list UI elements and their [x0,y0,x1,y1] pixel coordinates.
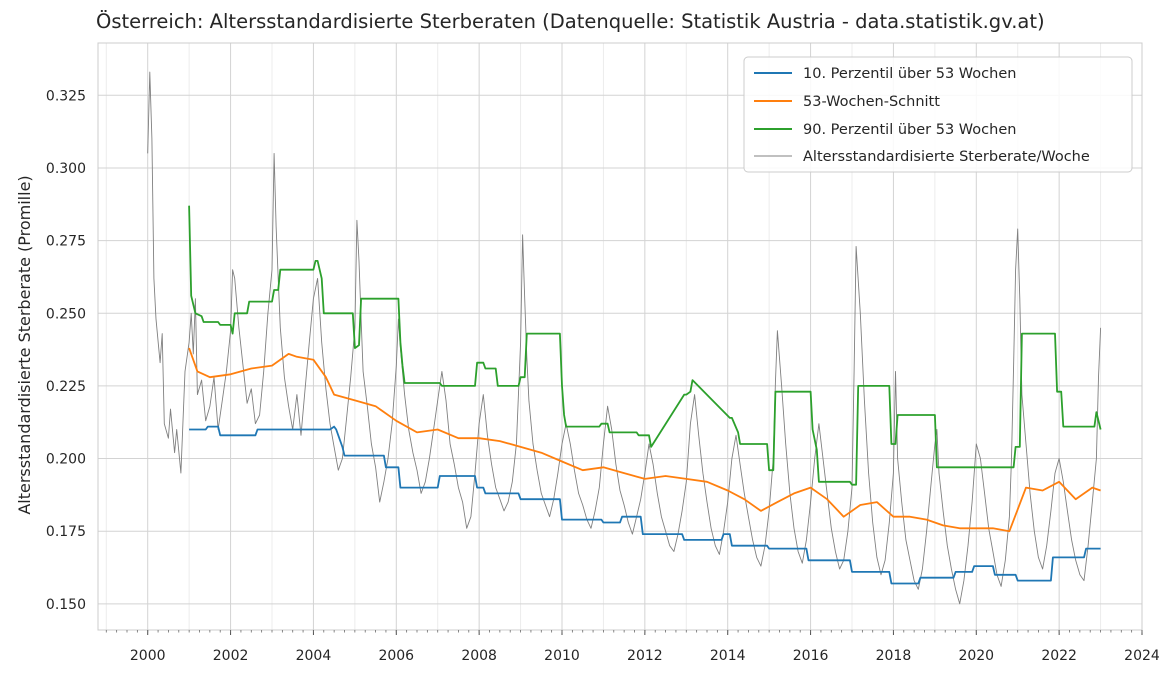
x-tick-label: 2012 [627,648,663,664]
series-lines [147,71,1102,605]
y-tick-label: 0.200 [46,452,86,468]
y-tick-label: 0.325 [46,88,86,104]
series-line-weekly [147,71,1102,605]
x-axis-ticks: 2000 2002 2004 2006 2008 2010 2012 2014 2016 2018… [105,630,1160,664]
y-tick-label: 0.225 [46,379,86,395]
x-tick-label: 2018 [876,648,912,664]
plot-frame [97,42,1143,631]
x-tick-label: 2014 [710,648,746,664]
legend: 10. Perzentil über 53 Wochen 53-Wochen-S… [743,56,1133,173]
x-tick-label: 2002 [213,648,249,664]
y-axis-label: Altersstandardisierte Sterberate (Promil… [15,175,34,514]
legend-label-mean: 53-Wochen-Schnitt [803,94,940,110]
legend-box [743,56,1133,173]
legend-label-p90: 90. Perzentil über 53 Wochen [803,122,1016,138]
y-tick-label: 0.250 [46,306,86,322]
series-line-p10 [189,425,1101,585]
legend-label-weekly: Altersstandardisierte Sterberate/Woche [803,149,1090,165]
chart-title: Österreich: Altersstandardisierte Sterbe… [96,10,1045,33]
x-tick-label: 2020 [958,648,994,664]
x-tick-label: 2016 [793,648,829,664]
y-axis-ticks: 0.150 0.175 0.200 0.225 0.250 0.275 0.300 0.325 [46,88,86,613]
y-tick-label: 0.150 [46,597,86,613]
series-line-p90 [188,205,1102,486]
x-tick-label: 2008 [461,648,497,664]
x-tick-label: 2004 [296,648,332,664]
series-line-mean [188,347,1101,533]
legend-label-p10: 10. Perzentil über 53 Wochen [803,66,1016,82]
x-tick-label: 2000 [130,648,166,664]
y-tick-label: 0.175 [46,524,86,540]
x-tick-label: 2010 [544,648,580,664]
x-tick-label: 2024 [1124,648,1160,664]
y-tick-label: 0.275 [46,234,86,250]
y-tick-label: 0.300 [46,161,86,177]
x-tick-label: 2006 [378,648,414,664]
x-tick-label: 2022 [1041,648,1077,664]
